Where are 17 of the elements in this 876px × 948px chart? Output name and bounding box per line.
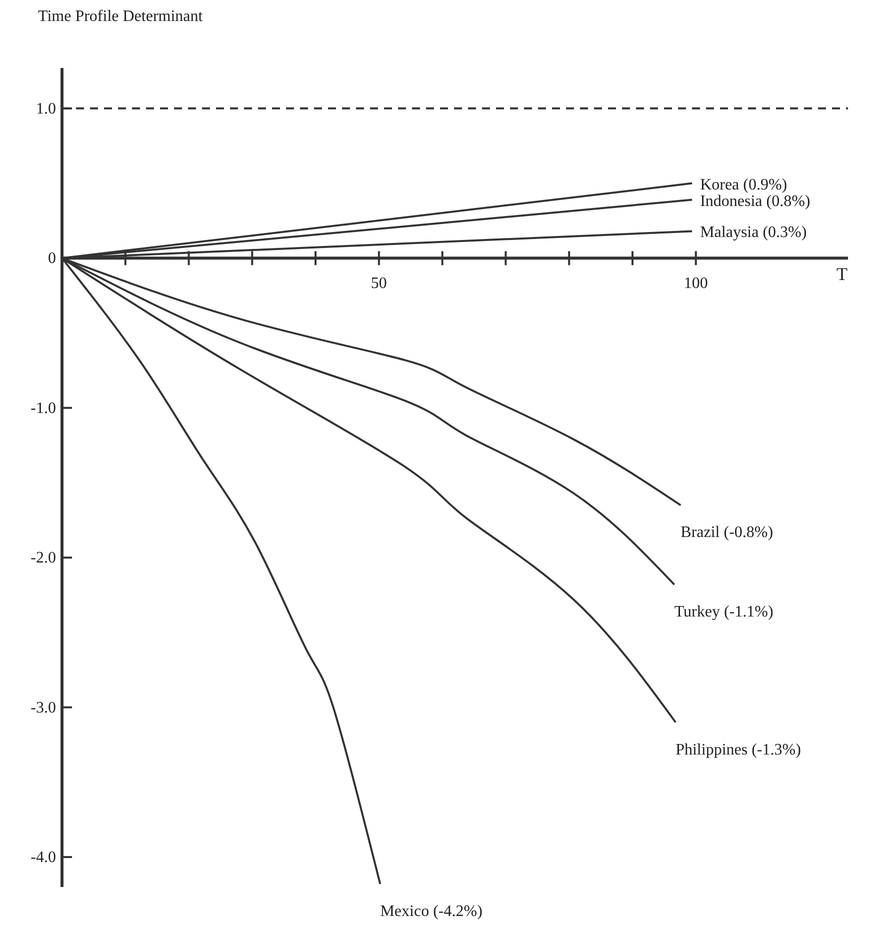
- series-label: Indonesia (0.8%): [700, 192, 810, 210]
- x-axis-title: T: [836, 264, 848, 284]
- series-label: Philippines (-1.3%): [676, 741, 801, 758]
- series-label: Malaysia (0.3%): [700, 224, 807, 242]
- y-tick-label: -4.0: [30, 849, 56, 866]
- series-label: Korea (0.9%): [700, 176, 788, 194]
- x-tick-label: 100: [684, 275, 708, 292]
- y-tick-label: -2.0: [30, 550, 56, 567]
- y-tick-label: -3.0: [30, 699, 56, 716]
- x-tick-label: 50: [370, 275, 387, 292]
- series-label: Brazil (-0.8%): [680, 524, 774, 542]
- series-label: Turkey (-1.1%): [674, 604, 774, 621]
- y-tick-label: 0: [48, 250, 56, 268]
- y-tick-label: -1.0: [30, 400, 56, 417]
- series-label: Mexico (-4.2%): [380, 903, 482, 920]
- y-tick-label: 1.0: [36, 100, 56, 118]
- y-axis-title: Time Profile Determinant: [38, 8, 203, 26]
